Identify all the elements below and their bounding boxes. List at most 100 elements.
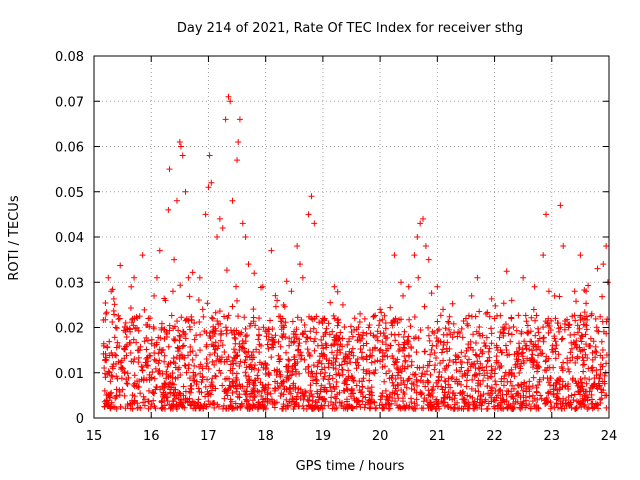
data-point	[570, 396, 577, 403]
data-point	[354, 359, 361, 366]
data-point	[439, 346, 446, 353]
data-point	[165, 373, 172, 380]
data-point	[432, 355, 439, 362]
data-point	[214, 318, 221, 325]
data-point	[308, 368, 315, 375]
data-point	[214, 401, 221, 408]
data-point	[186, 375, 193, 382]
data-point	[546, 323, 553, 330]
data-point	[313, 313, 320, 320]
data-point	[431, 350, 438, 357]
data-point	[298, 316, 305, 323]
data-point	[382, 319, 389, 326]
data-point	[504, 404, 511, 411]
data-point	[262, 360, 269, 367]
data-point	[309, 393, 316, 400]
data-point	[378, 309, 385, 316]
data-point	[524, 329, 531, 336]
data-point	[299, 402, 306, 409]
data-point	[135, 354, 142, 361]
data-point	[547, 327, 554, 334]
data-point	[274, 297, 281, 304]
data-point	[449, 300, 456, 307]
data-point	[332, 337, 339, 344]
data-point	[283, 349, 290, 356]
data-point	[477, 381, 484, 388]
data-point	[327, 299, 334, 306]
data-point	[486, 313, 493, 320]
data-point	[484, 358, 491, 365]
data-point	[235, 138, 242, 145]
data-point	[366, 405, 373, 412]
data-point	[332, 365, 339, 372]
data-point	[229, 390, 236, 397]
data-point	[412, 405, 419, 412]
data-point	[355, 362, 362, 369]
data-point	[452, 378, 459, 385]
data-point	[408, 385, 415, 392]
data-point	[103, 309, 110, 316]
data-point	[295, 346, 302, 353]
data-point	[102, 356, 109, 363]
data-point	[326, 372, 333, 379]
data-point	[152, 365, 159, 372]
data-point	[581, 374, 588, 381]
data-point	[548, 403, 555, 410]
data-point	[551, 333, 558, 340]
data-point	[441, 394, 448, 401]
data-point	[594, 327, 601, 334]
data-point	[539, 350, 546, 357]
data-point	[550, 386, 557, 393]
data-point	[529, 392, 536, 399]
data-point	[187, 389, 194, 396]
data-point	[353, 382, 360, 389]
data-point	[496, 334, 503, 341]
data-point	[245, 261, 252, 268]
data-point	[343, 396, 350, 403]
data-point	[431, 366, 438, 373]
grid-lines	[94, 56, 609, 418]
data-point	[179, 343, 186, 350]
data-point	[524, 330, 531, 337]
data-point	[582, 331, 589, 338]
data-point	[602, 392, 609, 399]
data-point	[483, 334, 490, 341]
data-point	[465, 322, 472, 329]
data-point	[307, 335, 314, 342]
data-point	[137, 405, 144, 412]
data-point	[444, 393, 451, 400]
data-point	[542, 400, 549, 407]
data-point	[603, 404, 610, 411]
data-point	[488, 330, 495, 337]
data-point	[111, 301, 118, 308]
data-point	[312, 373, 319, 380]
data-point	[248, 352, 255, 359]
data-point	[333, 378, 340, 385]
data-point	[577, 376, 584, 383]
data-point	[275, 352, 282, 359]
data-point	[155, 369, 162, 376]
data-point	[470, 401, 477, 408]
data-point	[165, 343, 172, 350]
data-point	[383, 401, 390, 408]
data-point	[195, 297, 202, 304]
data-point	[515, 390, 522, 397]
data-point	[468, 292, 475, 299]
data-point	[559, 378, 566, 385]
data-point	[454, 353, 461, 360]
data-point	[509, 405, 516, 412]
data-point	[157, 334, 164, 341]
data-point	[380, 329, 387, 336]
data-point	[147, 404, 154, 411]
data-point	[390, 318, 397, 325]
data-point	[206, 390, 213, 397]
data-point	[341, 323, 348, 330]
data-point	[113, 325, 120, 332]
data-point	[236, 340, 243, 347]
data-point	[304, 334, 311, 341]
data-point	[458, 325, 465, 332]
data-point	[445, 375, 452, 382]
data-point	[314, 363, 321, 370]
data-point	[325, 320, 332, 327]
data-point	[259, 387, 266, 394]
